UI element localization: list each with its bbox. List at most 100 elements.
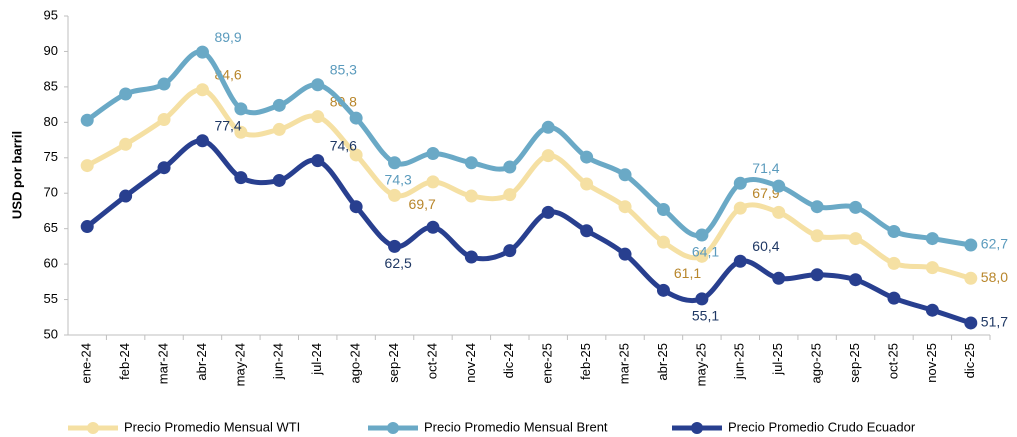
x-tick-label: may-25 <box>693 343 708 386</box>
marker <box>964 238 978 252</box>
marker <box>311 78 325 92</box>
legend-label: Precio Promedio Mensual WTI <box>124 419 300 434</box>
x-tick-label: jul-24 <box>309 343 324 376</box>
x-tick-label: jun-24 <box>271 343 286 380</box>
x-tick-label: oct-24 <box>424 343 439 379</box>
marker <box>464 189 478 203</box>
value-label: 61,1 <box>674 265 701 281</box>
y-axis-title: USD por barril <box>9 131 24 219</box>
y-tick-label: 50 <box>44 326 58 341</box>
value-label: 58,0 <box>981 269 1008 285</box>
value-label: 85,3 <box>330 61 357 77</box>
marker <box>272 122 286 136</box>
x-tick-label: sep-24 <box>386 343 401 383</box>
y-tick-label: 60 <box>44 256 58 271</box>
marker <box>810 229 824 243</box>
marker <box>887 291 901 305</box>
x-tick-label: ene-24 <box>79 343 94 383</box>
marker <box>349 111 363 125</box>
marker <box>925 303 939 317</box>
x-tick-label: feb-25 <box>578 343 593 380</box>
marker <box>503 188 517 202</box>
marker <box>464 250 478 264</box>
marker <box>388 239 402 253</box>
x-tick-label: mar-24 <box>155 343 170 384</box>
marker <box>311 154 325 168</box>
marker <box>925 261 939 275</box>
marker <box>733 201 747 215</box>
marker <box>503 244 517 258</box>
y-tick-label: 70 <box>44 185 58 200</box>
marker <box>541 120 555 134</box>
marker <box>580 177 594 191</box>
y-tick-label: 85 <box>44 78 58 93</box>
marker <box>849 273 863 287</box>
marker <box>195 45 209 59</box>
y-tick-label: 90 <box>44 43 58 58</box>
value-label: 62,7 <box>981 236 1008 252</box>
marker <box>272 173 286 187</box>
value-label: 60,4 <box>752 238 779 254</box>
marker <box>656 203 670 217</box>
marker <box>849 200 863 214</box>
marker <box>580 150 594 164</box>
x-tick-label: may-24 <box>232 343 247 386</box>
value-label: 51,7 <box>981 314 1008 330</box>
marker <box>349 148 363 162</box>
marker <box>119 87 133 101</box>
line <box>85 138 972 326</box>
marker <box>733 176 747 190</box>
legend-marker <box>87 422 99 434</box>
marker <box>503 160 517 174</box>
marker <box>964 271 978 285</box>
x-tick-label: ene-25 <box>540 343 555 383</box>
value-label: 69,7 <box>409 196 436 212</box>
marker <box>272 98 286 112</box>
marker <box>887 256 901 270</box>
marker <box>195 83 209 97</box>
legend-label: Precio Promedio Mensual Brent <box>424 419 608 434</box>
marker <box>388 156 402 170</box>
marker <box>234 125 248 139</box>
marker <box>541 205 555 219</box>
marker <box>580 224 594 238</box>
marker <box>964 316 978 330</box>
x-tick-label: abr-24 <box>194 343 209 381</box>
marker <box>810 268 824 282</box>
x-tick-label: ago-24 <box>348 343 363 383</box>
marker <box>541 149 555 163</box>
value-label: 77,4 <box>214 117 241 133</box>
marker <box>119 137 133 151</box>
value-label: 89,9 <box>214 29 241 45</box>
value-label: 74,3 <box>385 171 412 187</box>
marker <box>618 200 632 214</box>
marker <box>157 161 171 175</box>
y-tick-label: 65 <box>44 220 58 235</box>
marker <box>464 156 478 170</box>
marker <box>426 147 440 161</box>
marker <box>618 247 632 261</box>
x-tick-label: nov-24 <box>463 343 478 383</box>
marker <box>887 225 901 239</box>
marker <box>80 159 94 173</box>
marker <box>388 188 402 202</box>
marker <box>234 171 248 185</box>
legend-marker <box>387 422 399 434</box>
marker <box>195 134 209 148</box>
marker <box>695 249 709 263</box>
marker <box>810 200 824 214</box>
x-tick-label: ago-25 <box>809 343 824 383</box>
x-tick-label: feb-24 <box>117 343 132 380</box>
marker <box>80 220 94 234</box>
marker <box>656 235 670 249</box>
marker <box>849 232 863 246</box>
marker <box>157 112 171 126</box>
y-tick-label: 95 <box>44 7 58 22</box>
marker <box>772 205 786 219</box>
marker <box>925 232 939 246</box>
x-tick-label: sep-25 <box>847 343 862 383</box>
marker <box>234 102 248 116</box>
x-tick-label: nov-25 <box>924 343 939 383</box>
legend-marker <box>691 422 703 434</box>
